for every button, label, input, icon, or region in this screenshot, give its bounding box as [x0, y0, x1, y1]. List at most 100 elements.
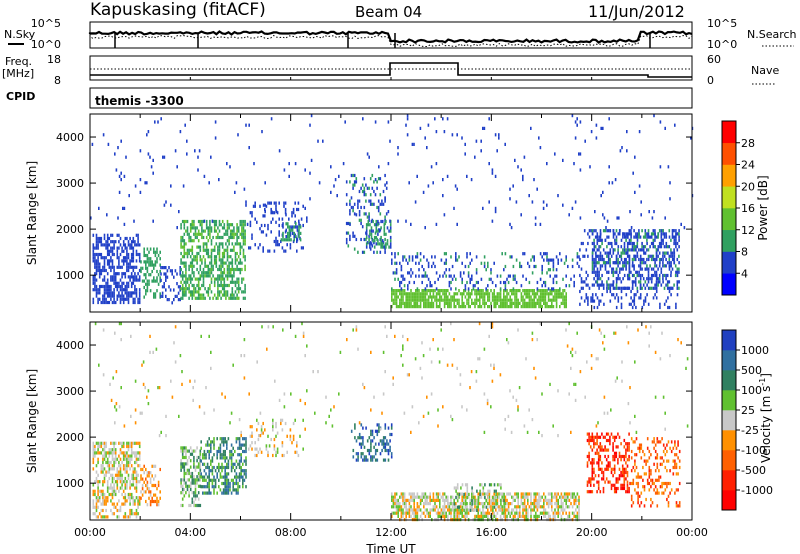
power-cell-2465: [662, 241, 664, 246]
power-cell-2809: [655, 264, 658, 268]
power-cell-2636: [617, 277, 619, 281]
power-cell-2601: [609, 264, 611, 268]
power-cell-25: [95, 233, 98, 237]
power-cell-2688: [628, 273, 631, 278]
velocity-cell-1610: [549, 498, 551, 502]
velocity-cell-1312: [467, 511, 470, 515]
power-cell-1738: [504, 305, 507, 309]
power-cell-1568: [439, 295, 441, 299]
power-cell-1547: [431, 301, 433, 305]
power-cell-173: [113, 265, 115, 269]
power-cell-836: [220, 242, 222, 246]
power-cell-1778: [519, 301, 521, 305]
velocity-cell-1614: [551, 492, 553, 496]
velocity-cell-521: [191, 491, 194, 495]
power-cell-465: [165, 266, 167, 270]
velocity-cell-588: [202, 478, 204, 482]
power-cell-897: [226, 251, 229, 256]
power-cell-2338: [622, 286, 624, 290]
velocity-cell-766: [232, 462, 234, 466]
power-cell-2081: [501, 252, 503, 256]
velocity-cell-258: [124, 486, 127, 490]
power-cell-2983: [245, 203, 247, 207]
power-cell-2989: [262, 203, 265, 207]
power-cell-591: [189, 274, 192, 278]
power-cell-299: [130, 240, 133, 244]
power-cell-1268: [363, 237, 366, 242]
power-cell-499: [180, 223, 182, 227]
power-cell-239: [122, 249, 125, 253]
velocity-cell-141: [110, 467, 112, 471]
power-cell-2157: [555, 255, 558, 259]
velocity-cell-892: [275, 453, 277, 458]
power-cell-1360: [370, 226, 373, 230]
power-cell-1718: [498, 305, 500, 309]
power-cell-2421: [646, 283, 648, 287]
velocity-cell-57: [98, 496, 101, 500]
velocity-cell-815: [240, 469, 242, 473]
power-cell-2172: [567, 264, 569, 269]
power-cell-2489: [670, 293, 672, 297]
power-cell-2904: [678, 254, 680, 258]
velocity-cell-1362: [482, 502, 484, 506]
velocity-cell-963: [370, 429, 372, 433]
power-cell-1043: [244, 229, 246, 233]
power-cell-211: [118, 281, 120, 285]
power-cell-1290: [369, 202, 372, 206]
power-cell-2976: [229, 165, 231, 169]
power-cell-1138: [291, 211, 293, 215]
power-cell-433: [154, 295, 157, 299]
velocity-cell-18: [94, 454, 96, 458]
velocity-cell-1681: [568, 498, 571, 502]
power-cell-1379: [377, 223, 379, 227]
power-cell-1823: [533, 301, 535, 305]
power-cell-2578: [604, 229, 607, 233]
power-cell-847: [220, 296, 222, 300]
power-cell-2781: [649, 277, 651, 281]
velocity-cell-684: [219, 456, 222, 460]
power-cell-1550: [432, 292, 435, 296]
power-cell-2560: [599, 245, 602, 249]
power-cell-2530: [593, 229, 595, 233]
velocity-cell-545: [194, 497, 197, 501]
velocity-cell-1578: [538, 514, 540, 518]
power-cell-626: [193, 293, 195, 297]
power-cell-781: [213, 229, 216, 233]
velocity-cell-1564: [535, 514, 537, 518]
power-cell-2986: [248, 146, 250, 150]
velocity-cell-70: [100, 515, 103, 519]
power-cell-1212: [345, 231, 348, 235]
power-cell-3097: [491, 171, 494, 175]
power-cell-724: [205, 264, 208, 268]
power-cell-265: [126, 259, 128, 263]
power-cell-1998: [437, 277, 439, 281]
velocity-cell-607: [205, 491, 207, 495]
power-cell-2660: [623, 286, 626, 290]
power-cell-111: [105, 300, 107, 305]
power-cell-131: [108, 249, 111, 253]
power-cell-1281: [368, 212, 370, 216]
velocity-cell-855: [254, 441, 256, 445]
power-cell-1311: [376, 250, 378, 254]
power-cell-531: [183, 239, 186, 243]
velocity-cell-676: [218, 469, 220, 473]
velocity-cell-969: [370, 455, 372, 459]
power-cell-178: [113, 281, 115, 285]
power-ytick-label-1: 2000: [56, 223, 84, 236]
power-cell-2769: [646, 277, 648, 281]
power-cell-1368: [373, 223, 376, 227]
power-cell-1956: [410, 274, 412, 278]
power-cell-3170: [614, 178, 617, 182]
velocity-cell-123: [106, 489, 109, 493]
power-cell-2830: [660, 235, 663, 239]
power-cell-1622: [461, 295, 463, 299]
power-cell-148: [110, 268, 112, 273]
power-cell-2052: [472, 287, 475, 291]
power-cell-425: [153, 292, 155, 296]
power-cell-2681: [628, 241, 631, 246]
power-cell-1409: [388, 245, 390, 249]
power-cell-1099: [273, 201, 276, 205]
power-cell-2461: [660, 238, 663, 242]
velocity-cell-510: [189, 475, 192, 479]
power-colorbar-label: Power [dB]: [756, 175, 770, 240]
